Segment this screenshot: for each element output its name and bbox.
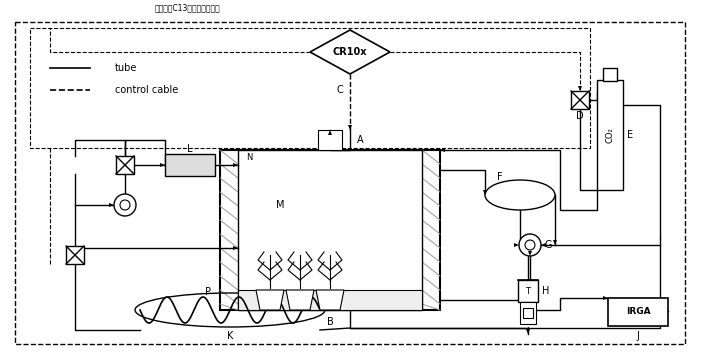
Text: E: E bbox=[627, 130, 633, 140]
Text: G: G bbox=[544, 240, 552, 250]
Text: IRGA: IRGA bbox=[626, 308, 650, 316]
Bar bbox=[597, 80, 623, 190]
Polygon shape bbox=[603, 296, 608, 300]
Text: N: N bbox=[246, 153, 252, 163]
Text: control cable: control cable bbox=[115, 85, 178, 95]
Bar bbox=[220, 150, 238, 310]
Text: K: K bbox=[227, 331, 233, 341]
Text: L: L bbox=[187, 144, 193, 154]
Bar bbox=[238, 150, 422, 310]
Polygon shape bbox=[256, 290, 284, 310]
Bar bbox=[165, 154, 215, 176]
Text: 江苏小麦C13同位素标记秸秆: 江苏小麦C13同位素标记秸秆 bbox=[155, 4, 221, 13]
Polygon shape bbox=[541, 243, 546, 247]
Circle shape bbox=[114, 194, 136, 216]
Polygon shape bbox=[233, 163, 238, 167]
Text: tube: tube bbox=[115, 63, 137, 73]
Polygon shape bbox=[553, 240, 557, 245]
Polygon shape bbox=[528, 251, 532, 256]
Bar bbox=[116, 156, 134, 174]
Bar bbox=[66, 246, 84, 264]
Bar bbox=[30, 28, 590, 148]
Text: B: B bbox=[327, 317, 334, 327]
Bar bbox=[571, 91, 589, 109]
Ellipse shape bbox=[485, 180, 555, 210]
Polygon shape bbox=[286, 290, 314, 310]
Polygon shape bbox=[109, 203, 114, 207]
Polygon shape bbox=[483, 190, 487, 195]
Circle shape bbox=[519, 234, 541, 256]
Text: J: J bbox=[636, 331, 639, 341]
Text: F: F bbox=[497, 172, 503, 182]
Circle shape bbox=[120, 200, 130, 210]
Bar bbox=[523, 308, 533, 318]
Text: P: P bbox=[205, 287, 211, 297]
Text: CR10x: CR10x bbox=[333, 47, 367, 57]
Polygon shape bbox=[348, 125, 352, 130]
Polygon shape bbox=[316, 290, 344, 310]
Bar bbox=[238, 290, 422, 310]
Polygon shape bbox=[578, 86, 582, 91]
Text: C: C bbox=[337, 85, 344, 95]
Polygon shape bbox=[514, 243, 519, 247]
Bar bbox=[422, 150, 440, 310]
Polygon shape bbox=[310, 30, 390, 74]
Polygon shape bbox=[233, 246, 238, 250]
Polygon shape bbox=[526, 329, 530, 334]
Bar bbox=[520, 302, 536, 324]
Bar bbox=[318, 130, 342, 150]
Bar bbox=[603, 68, 617, 81]
Text: T: T bbox=[525, 287, 531, 295]
Bar bbox=[220, 150, 440, 310]
Text: M: M bbox=[276, 200, 284, 210]
Circle shape bbox=[525, 240, 535, 250]
Polygon shape bbox=[160, 163, 165, 167]
Polygon shape bbox=[328, 130, 332, 135]
Text: CO₂: CO₂ bbox=[605, 127, 615, 143]
Bar bbox=[518, 280, 538, 302]
Bar bbox=[608, 298, 668, 326]
Text: A: A bbox=[357, 135, 363, 145]
Text: I: I bbox=[527, 327, 529, 337]
Text: H: H bbox=[542, 286, 550, 296]
Text: D: D bbox=[576, 111, 584, 121]
Polygon shape bbox=[440, 148, 445, 152]
